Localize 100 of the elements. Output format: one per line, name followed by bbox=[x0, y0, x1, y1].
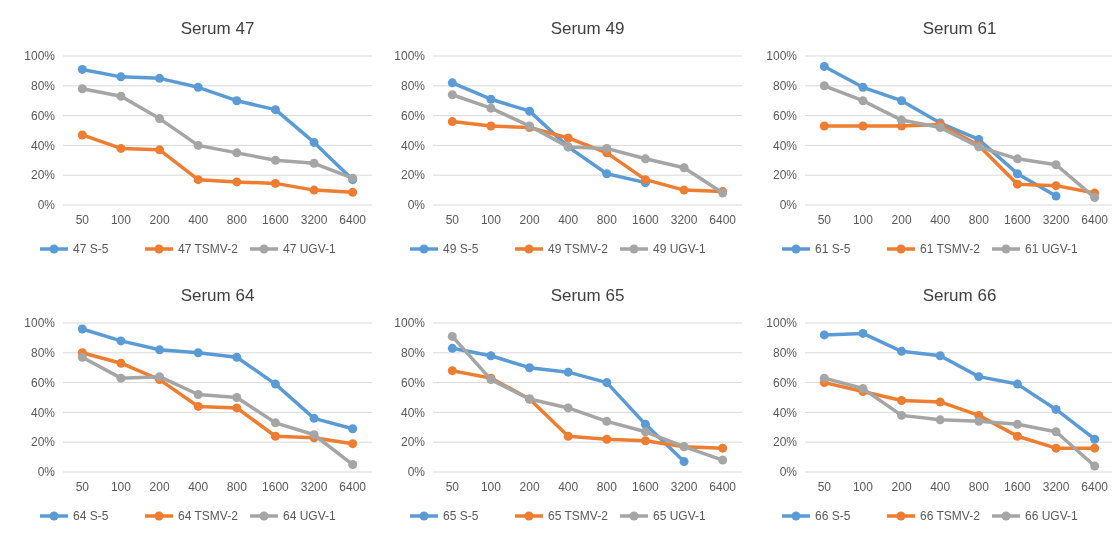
point bbox=[232, 393, 242, 402]
x-tick-label: 100 bbox=[110, 213, 132, 227]
point bbox=[486, 351, 496, 361]
point bbox=[232, 403, 242, 413]
point bbox=[348, 187, 358, 197]
x-tick-label: 50 bbox=[817, 213, 832, 227]
point bbox=[640, 427, 650, 437]
x-tick-label: 100 bbox=[480, 213, 502, 227]
point bbox=[232, 352, 242, 362]
legend-label: 49 S-5 bbox=[443, 242, 479, 257]
y-tick-label: 0% bbox=[407, 465, 426, 480]
point bbox=[819, 61, 829, 71]
x-tick-label: 50 bbox=[75, 480, 90, 494]
x-tick-label: 100 bbox=[110, 480, 132, 494]
x-tick-label: 3200 bbox=[300, 213, 328, 227]
point bbox=[858, 96, 868, 106]
point bbox=[348, 460, 358, 470]
x-tick-label: 3200 bbox=[300, 480, 328, 494]
y-tick-label: 60% bbox=[30, 108, 56, 123]
point bbox=[77, 64, 87, 74]
x-tick-label: 1600 bbox=[262, 213, 290, 227]
point bbox=[309, 158, 319, 168]
y-tick-label: 80% bbox=[772, 79, 798, 93]
point bbox=[447, 117, 457, 127]
legend-label: 61 S-5 bbox=[815, 242, 851, 257]
y-tick-label: 60% bbox=[772, 108, 798, 123]
point bbox=[193, 140, 203, 150]
x-tick-label: 400 bbox=[558, 480, 579, 494]
y-tick-label: 80% bbox=[30, 79, 56, 93]
y-tick-label: 60% bbox=[30, 375, 56, 390]
legend-label: 66 S-5 bbox=[815, 509, 851, 524]
legend-label: 66 UGV-1 bbox=[1025, 509, 1079, 524]
point bbox=[270, 379, 280, 389]
point bbox=[447, 78, 457, 88]
point bbox=[232, 177, 242, 187]
point bbox=[116, 72, 126, 82]
chart-title: Serum 66 bbox=[922, 286, 997, 305]
y-tick-label: 80% bbox=[772, 346, 798, 360]
y-tick-label: 20% bbox=[30, 435, 56, 450]
x-tick-label: 50 bbox=[445, 213, 460, 227]
legend-label: 47 S-5 bbox=[73, 242, 109, 257]
x-tick-label: 3200 bbox=[1042, 213, 1070, 227]
point bbox=[897, 346, 907, 356]
point bbox=[1051, 427, 1061, 437]
point bbox=[1051, 404, 1061, 414]
legend-label: 64 S-5 bbox=[73, 509, 109, 524]
point bbox=[640, 436, 650, 446]
point bbox=[193, 82, 203, 92]
point bbox=[718, 443, 728, 453]
point bbox=[270, 178, 280, 188]
point bbox=[897, 410, 907, 420]
x-tick-label: 3200 bbox=[1042, 480, 1070, 494]
point bbox=[563, 403, 573, 413]
legend-label: 65 TSMV-2 bbox=[548, 509, 609, 524]
point bbox=[1012, 419, 1022, 429]
x-tick-label: 400 bbox=[188, 213, 209, 227]
chart-title: Serum 61 bbox=[922, 19, 997, 38]
point bbox=[447, 90, 457, 100]
y-tick-label: 20% bbox=[400, 168, 426, 183]
y-tick-label: 100% bbox=[24, 49, 56, 64]
x-tick-label: 3200 bbox=[670, 213, 698, 227]
point bbox=[447, 366, 457, 376]
x-tick-label: 800 bbox=[968, 213, 990, 227]
point bbox=[447, 343, 457, 353]
y-tick-label: 0% bbox=[37, 198, 56, 213]
x-tick-label: 400 bbox=[930, 213, 951, 227]
x-tick-label: 1600 bbox=[632, 480, 660, 494]
x-tick-label: 200 bbox=[891, 480, 912, 494]
point bbox=[77, 84, 87, 94]
y-tick-label: 60% bbox=[400, 108, 426, 123]
point bbox=[486, 121, 496, 131]
legend-label: 47 TSMV-2 bbox=[178, 242, 239, 257]
point bbox=[270, 418, 280, 428]
point bbox=[193, 175, 203, 185]
point bbox=[155, 145, 165, 155]
point bbox=[270, 431, 280, 441]
point bbox=[77, 324, 87, 334]
point bbox=[640, 419, 650, 429]
x-tick-label: 6400 bbox=[339, 213, 367, 227]
point bbox=[1090, 461, 1100, 471]
x-tick-label: 50 bbox=[445, 480, 460, 494]
legend-label: 64 UGV-1 bbox=[283, 509, 337, 524]
point bbox=[116, 91, 126, 101]
point bbox=[155, 114, 165, 124]
x-tick-label: 200 bbox=[519, 213, 540, 227]
legend-label: 64 TSMV-2 bbox=[178, 509, 239, 524]
x-tick-label: 3200 bbox=[670, 480, 698, 494]
point bbox=[1051, 191, 1061, 201]
point bbox=[1012, 179, 1022, 189]
point bbox=[116, 336, 126, 346]
point bbox=[1012, 379, 1022, 389]
point bbox=[679, 185, 689, 195]
point bbox=[819, 81, 829, 91]
point bbox=[1051, 443, 1061, 453]
point bbox=[602, 143, 612, 153]
point bbox=[718, 455, 728, 465]
x-tick-label: 100 bbox=[852, 480, 874, 494]
y-tick-label: 0% bbox=[779, 465, 798, 480]
point bbox=[858, 328, 868, 338]
legend-label: 65 S-5 bbox=[443, 509, 479, 524]
